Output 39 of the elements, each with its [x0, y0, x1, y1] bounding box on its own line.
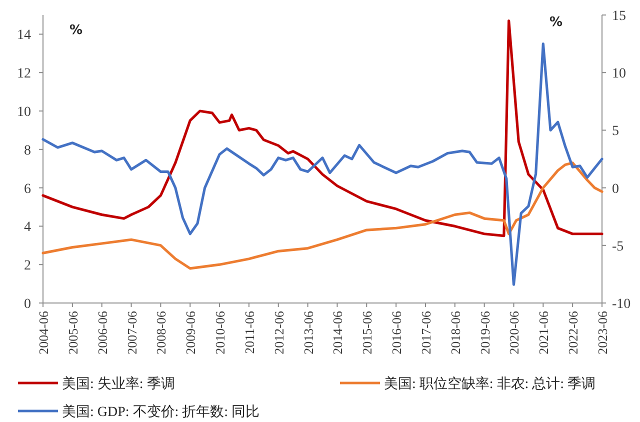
- x-tick-label: 2022-06: [566, 310, 581, 354]
- x-tick-label: 2012-06: [271, 310, 286, 354]
- y2-tick-label: 5: [612, 124, 619, 140]
- legend-label: 美国: 职位空缺率: 非农: 总计: 季调: [384, 376, 596, 392]
- x-tick-label: 2004-06: [36, 310, 51, 354]
- x-tick-label: 2019-06: [477, 310, 492, 354]
- y-tick-label: 8: [24, 143, 31, 158]
- y-tick-label: 0: [24, 297, 31, 312]
- annotation: %: [549, 15, 563, 30]
- y-tick-label: 4: [24, 220, 31, 236]
- x-tick-label: 2007-06: [124, 310, 140, 354]
- x-tick-label: 2014-06: [330, 310, 346, 354]
- legend-label: 美国: GDP: 不变价: 折年数: 同比: [62, 404, 260, 420]
- legend-label: 美国: 失业率: 季调: [62, 376, 175, 392]
- y2-tick-label: 0: [612, 182, 619, 197]
- x-tick-label: 2008-06: [154, 310, 169, 354]
- y-tick-label: 10: [17, 105, 31, 120]
- x-tick-label: 2006-06: [94, 310, 110, 354]
- y-tick-label: 12: [17, 66, 31, 82]
- x-tick-label: 2016-06: [389, 310, 404, 354]
- y-tick-label: 14: [17, 28, 31, 44]
- y2-tick-label: 10: [612, 66, 626, 82]
- x-tick-label: 2018-06: [448, 310, 463, 354]
- annotation: %: [69, 23, 83, 38]
- x-tick-label: 2013-06: [300, 310, 316, 354]
- x-tick-label: 2020-06: [506, 310, 522, 354]
- x-tick-label: 2021-06: [536, 310, 552, 354]
- x-tick-label: 2011-06: [242, 310, 257, 354]
- x-tick-label: 2010-06: [212, 310, 228, 354]
- x-tick-label: 2009-06: [183, 310, 198, 354]
- y-tick-label: 6: [24, 182, 31, 197]
- x-tick-label: 2005-06: [65, 310, 80, 354]
- y-tick-label: 2: [24, 258, 31, 274]
- y2-tick-label: -10: [612, 297, 631, 312]
- y2-tick-label: -5: [612, 239, 624, 254]
- x-tick-label: 2017-06: [418, 310, 434, 354]
- y2-tick-label: 15: [612, 9, 626, 24]
- x-tick-label: 2015-06: [360, 310, 375, 354]
- x-tick-label: 2023-06: [595, 310, 610, 354]
